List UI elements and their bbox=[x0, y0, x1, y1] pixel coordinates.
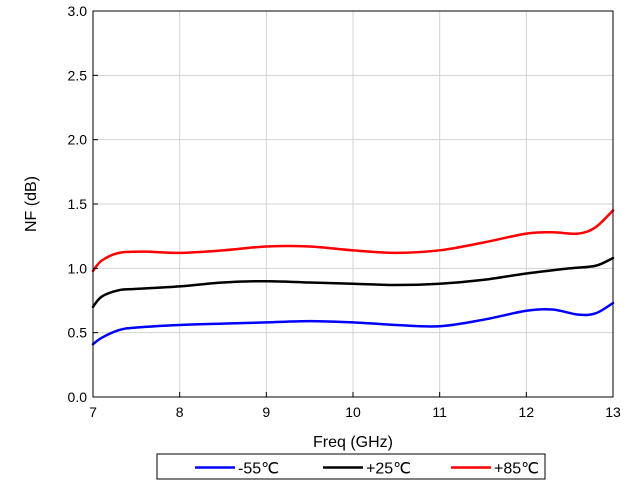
series-line-2 bbox=[91, 209, 615, 273]
y-tick-label: 0.5 bbox=[68, 325, 88, 341]
x-tick-label: 13 bbox=[605, 404, 621, 420]
y-tick-label: 3.0 bbox=[68, 3, 88, 19]
legend-label-2: +85℃ bbox=[494, 461, 539, 478]
legend: -55℃ +25℃ +85℃ bbox=[156, 453, 546, 480]
x-tick-label: 7 bbox=[89, 404, 97, 420]
y-tick-label: 1.0 bbox=[68, 260, 88, 276]
ticks: 7 8 9 10 11 12 13 0.0 0.5 1.0 1.5 2.0 2.5 3.0 bbox=[68, 3, 621, 420]
y-axis-title: NF (dB) bbox=[23, 176, 40, 232]
grid bbox=[93, 11, 613, 397]
x-axis-title: Freq (GHz) bbox=[313, 434, 393, 451]
x-tick-label: 12 bbox=[519, 404, 535, 420]
series-line-1 bbox=[91, 256, 615, 309]
y-tick-label: 1.5 bbox=[68, 196, 88, 212]
series-layer bbox=[91, 209, 615, 346]
y-tick-label: 0.0 bbox=[68, 389, 88, 405]
y-tick-label: 2.0 bbox=[68, 132, 88, 148]
series-line-0 bbox=[91, 301, 615, 346]
x-tick-label: 8 bbox=[176, 404, 184, 420]
y-tick-label: 2.5 bbox=[68, 67, 88, 83]
legend-label-0: -55℃ bbox=[238, 461, 279, 478]
x-tick-label: 10 bbox=[345, 404, 361, 420]
legend-label-1: +25℃ bbox=[366, 461, 411, 478]
x-tick-label: 11 bbox=[432, 404, 447, 420]
x-tick-label: 9 bbox=[262, 404, 270, 420]
